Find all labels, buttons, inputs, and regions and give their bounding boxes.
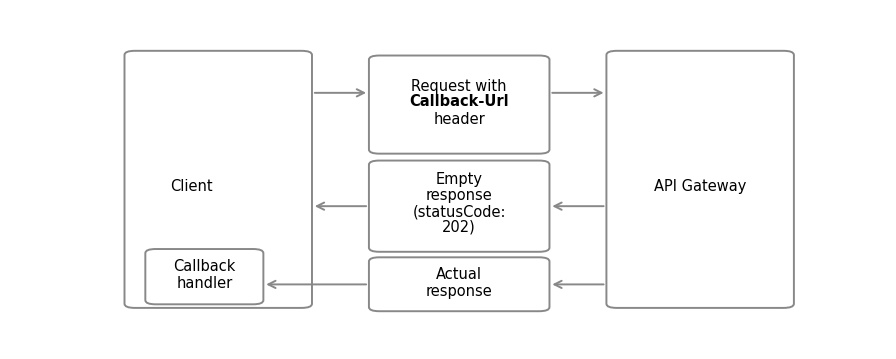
FancyBboxPatch shape [607, 51, 794, 308]
FancyBboxPatch shape [369, 257, 549, 311]
Text: Empty: Empty [435, 172, 483, 187]
Text: Request with: Request with [411, 79, 507, 94]
Text: header: header [434, 112, 485, 127]
Text: (statusCode:: (statusCode: [412, 204, 506, 219]
FancyBboxPatch shape [369, 56, 549, 154]
Text: Client: Client [170, 180, 213, 194]
Text: 202): 202) [443, 219, 476, 234]
FancyBboxPatch shape [369, 160, 549, 252]
Text: Actual: Actual [436, 267, 482, 282]
Text: Callback-Url: Callback-Url [409, 94, 509, 109]
Text: Callback: Callback [173, 260, 236, 275]
Text: response: response [426, 188, 493, 202]
FancyBboxPatch shape [125, 51, 312, 308]
Text: handler: handler [177, 276, 232, 291]
Text: API Gateway: API Gateway [654, 180, 746, 194]
FancyBboxPatch shape [145, 249, 263, 304]
Text: response: response [426, 284, 493, 299]
